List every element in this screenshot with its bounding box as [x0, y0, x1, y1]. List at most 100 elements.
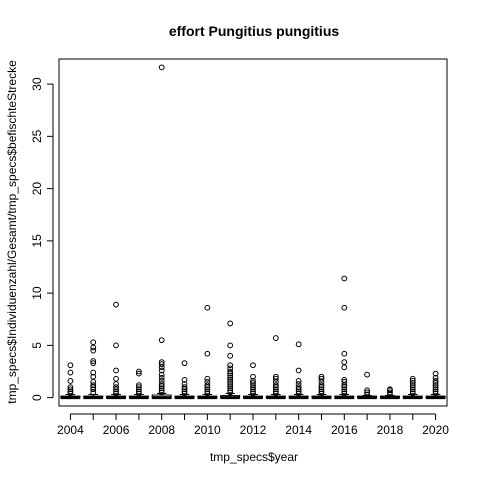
outlier-point — [318, 390, 325, 397]
x-tick-label: 2008 — [148, 423, 175, 437]
outlier-point — [272, 373, 279, 380]
box-2018 — [379, 386, 400, 400]
y-tick-label: 0 — [30, 394, 44, 401]
outlier-point — [295, 378, 302, 384]
outlier-point — [341, 304, 348, 311]
outlier-point — [409, 386, 416, 393]
outlier-point — [364, 371, 371, 378]
box-2006 — [106, 301, 127, 400]
box-2008 — [151, 64, 172, 400]
outlier-point — [227, 385, 234, 392]
box-2015 — [311, 373, 332, 400]
y-tick-label: 15 — [30, 234, 44, 248]
outlier-point — [295, 341, 302, 348]
outlier-point — [158, 337, 165, 344]
outlier-point — [364, 391, 371, 398]
outlier-point — [135, 384, 142, 391]
outlier-point — [158, 359, 165, 366]
outlier-point — [272, 388, 279, 395]
outlier-point — [227, 383, 234, 390]
outlier-point — [295, 381, 302, 387]
outlier-point — [272, 386, 279, 393]
outlier-point — [204, 375, 211, 382]
outlier-point — [341, 388, 348, 395]
x-axis-label: tmp_specs$year — [210, 450, 298, 464]
outlier-point — [318, 388, 325, 395]
box-2011 — [220, 320, 241, 400]
outlier-point — [318, 386, 325, 393]
outlier-point — [432, 390, 439, 397]
outlier-point — [135, 368, 142, 375]
outlier-point — [250, 388, 256, 395]
outlier-point — [227, 376, 234, 383]
outlier-point — [67, 384, 74, 391]
outlier-point — [227, 387, 234, 394]
outlier-point — [204, 386, 211, 393]
outlier-point — [318, 375, 325, 382]
outlier-point — [158, 361, 165, 368]
outlier-point — [272, 335, 279, 341]
outlier-point — [90, 360, 97, 367]
outlier-point — [158, 371, 165, 378]
outlier-point — [67, 362, 74, 369]
outlier-point — [181, 381, 188, 387]
outlier-point — [227, 381, 234, 387]
outlier-point — [158, 367, 165, 374]
outlier-point — [113, 342, 119, 349]
outlier-point — [409, 382, 416, 388]
outlier-point — [113, 381, 119, 387]
outlier-point — [135, 370, 142, 377]
outlier-point — [113, 384, 119, 391]
outlier-point — [250, 378, 256, 384]
outlier-point — [387, 386, 393, 393]
outlier-point — [158, 385, 165, 392]
outlier-point — [227, 389, 234, 396]
box-2009 — [174, 360, 195, 400]
x-axis: 2004 2006 2008 2010 2012 2014 2016 2018 2020 — [57, 413, 449, 437]
outlier-point — [341, 379, 348, 385]
outlier-point — [227, 320, 234, 327]
outlier-point — [227, 362, 234, 369]
y-tick-label: 5 — [30, 342, 44, 349]
box-2020 — [425, 370, 446, 400]
x-tick-label: 2018 — [377, 423, 404, 437]
outlier-point — [409, 378, 416, 384]
outlier-point — [158, 378, 165, 384]
outlier-point — [135, 388, 142, 395]
outlier-point — [113, 390, 119, 397]
outlier-point — [272, 375, 279, 382]
outlier-point — [227, 352, 234, 359]
outlier-point — [432, 378, 439, 384]
outlier-point — [318, 382, 325, 388]
outlier-point — [204, 390, 211, 397]
outlier-point — [295, 390, 302, 397]
outlier-point — [67, 388, 74, 395]
box-2019 — [402, 375, 423, 400]
outlier-point — [90, 358, 97, 364]
y-tick-label: 10 — [30, 286, 44, 300]
box-2013 — [265, 335, 286, 400]
y-axis: 0 5 10 15 20 25 30 — [30, 77, 54, 401]
outlier-point — [204, 350, 211, 357]
outlier-point — [90, 369, 97, 376]
outlier-point — [181, 360, 188, 367]
outlier-point — [227, 379, 234, 385]
x-tick-label: 2004 — [57, 423, 84, 437]
outlier-point — [90, 347, 97, 354]
outlier-point — [341, 359, 348, 366]
outlier-point — [341, 275, 348, 282]
outlier-point — [432, 374, 439, 381]
outlier-point — [90, 382, 97, 388]
outlier-point — [90, 373, 97, 380]
outlier-point — [227, 342, 234, 349]
outlier-point — [341, 376, 348, 383]
chart-title: effort Pungitius pungitius — [169, 23, 340, 39]
outlier-point — [90, 386, 97, 393]
outlier-point — [341, 386, 348, 393]
outlier-point — [181, 376, 188, 383]
outlier-point — [341, 390, 348, 397]
outlier-point — [341, 364, 348, 371]
outlier-point — [181, 384, 188, 391]
outlier-point — [250, 384, 256, 391]
